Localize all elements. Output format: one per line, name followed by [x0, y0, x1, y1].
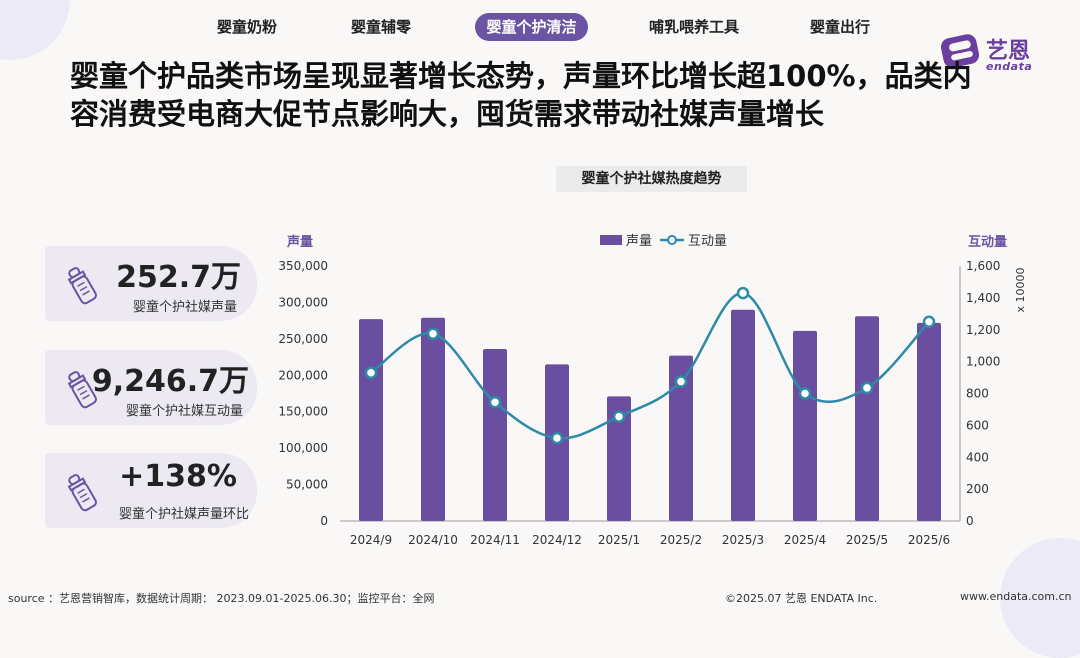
bar-2025/4	[793, 330, 817, 521]
x-tick-label: 2024/12	[532, 533, 582, 547]
line-point-2025/3	[736, 286, 750, 300]
legend-label-interactions: 互动量	[688, 234, 727, 249]
stat-card-volume: 252.7万 婴童个护社媒声量	[45, 246, 257, 321]
tab-feeding-tools[interactable]: 哺乳喂养工具	[648, 18, 739, 36]
stat-value: 9,246.7万	[91, 364, 249, 399]
y-axis-label-left: 声量	[286, 234, 313, 250]
bar-2025/5	[855, 316, 879, 521]
y-tick-right: 1,000	[966, 355, 1000, 369]
x-tick-label: 2024/9	[350, 533, 392, 547]
stat-value: 252.7万	[116, 260, 241, 295]
stat-label: 婴童个护社媒互动量	[125, 404, 243, 419]
line-point-2024/11	[488, 396, 502, 409]
legend-marker-interactions	[667, 235, 677, 245]
y-tick-right: 1,200	[966, 323, 1000, 337]
page-headline: 婴童个护品类市场呈现显著增长态势，声量环比增长超100%，品类内容消费受电商大促…	[70, 59, 972, 131]
y-tick-left: 300,000	[278, 295, 328, 309]
y-tick-left: 100,000	[278, 441, 328, 455]
y-tick-right: 600	[966, 418, 989, 432]
x-tick-label: 2024/10	[408, 533, 458, 547]
category-nav: 婴童奶粉 婴童辅零 婴童个护清洁 哺乳喂养工具 婴童出行	[0, 13, 1080, 43]
y-tick-left: 150,000	[278, 405, 328, 419]
tab-infant-travel[interactable]: 婴童出行	[809, 18, 870, 36]
x-tick-label: 2025/3	[722, 533, 764, 547]
stat-card-interactions: 9,246.7万 婴童个护社媒互动量	[45, 350, 257, 425]
y-tick-right: 400	[966, 450, 989, 464]
x-tick-label: 2025/2	[660, 533, 702, 547]
x-tick-label: 2025/6	[908, 533, 950, 547]
line-point-2025/2	[674, 375, 688, 388]
line-point-2025/6	[922, 315, 936, 329]
bar-2025/2	[669, 355, 693, 521]
y-tick-left: 50,000	[286, 478, 328, 492]
stat-label: 婴童个护社媒声量环比	[118, 507, 249, 522]
line-point-2025/1	[612, 410, 626, 423]
y-tick-right: 800	[966, 387, 989, 401]
baby-bottle-icon	[67, 371, 97, 409]
endata-logo	[940, 34, 980, 68]
line-point-2025/4	[798, 387, 812, 400]
bar-2024/9	[359, 319, 383, 521]
right-axis-unit: x 10000	[1014, 267, 1027, 312]
legend-swatch-volume	[600, 235, 622, 245]
bar-2024/11	[483, 349, 507, 521]
footer-source: source ：艺恩营销智库，数据统计周期： 2023.09.01-2025.0…	[8, 592, 435, 605]
x-tick-label: 2025/1	[598, 533, 640, 547]
line-point-2024/10	[426, 327, 440, 340]
stat-card-growth: +138% 婴童个护社媒声量环比	[45, 453, 257, 528]
y-tick-right: 1,400	[966, 291, 1000, 305]
stat-label: 婴童个护社媒声量	[132, 300, 237, 315]
y-tick-right: 200	[966, 482, 989, 496]
bar-2025/3	[731, 309, 755, 521]
line-point-2024/12	[550, 431, 564, 445]
y-axis-label-right: 互动量	[968, 235, 1007, 250]
brand-name: 艺恩	[986, 39, 1031, 64]
baby-bottle-icon	[67, 474, 97, 512]
y-tick-right: 1,600	[966, 259, 1000, 273]
y-tick-left: 250,000	[278, 332, 328, 346]
line-point-2024/9	[364, 366, 378, 380]
footer-copyright: ©2025.07 艺恩 ENDATA Inc.	[725, 592, 878, 605]
line-point-2025/5	[860, 381, 874, 395]
x-tick-label: 2024/11	[470, 533, 520, 547]
chart-title: 婴童个护社媒热度趋势	[556, 166, 747, 192]
y-tick-left: 0	[320, 514, 328, 528]
footer-url[interactable]: www.endata.com.cn	[960, 590, 1072, 603]
y-tick-left: 200,000	[278, 368, 328, 382]
y-tick-left: 350,000	[278, 259, 328, 273]
bar-2024/10	[421, 317, 445, 521]
tab-infant-formula[interactable]: 婴童奶粉	[216, 18, 277, 36]
bar-2025/6	[917, 322, 941, 521]
baby-bottle-icon	[67, 267, 97, 305]
tab-infant-snacks[interactable]: 婴童辅零	[350, 18, 411, 36]
line-series-interactions	[370, 291, 930, 440]
x-tick-label: 2025/5	[846, 533, 888, 547]
legend-label-volume: 声量	[626, 234, 652, 249]
stat-value: +138%	[119, 459, 237, 494]
brand-sub: endata	[986, 60, 1033, 73]
bar-2025/1	[607, 396, 631, 521]
combo-chart: 0 50,000 100,000 150,000 200,000 250,000 300,0…	[278, 234, 1027, 547]
tab-infant-care-cleaning[interactable]: 婴童个护清洁	[475, 13, 588, 41]
y-tick-right: 0	[966, 514, 974, 528]
x-tick-label: 2025/4	[784, 533, 826, 547]
